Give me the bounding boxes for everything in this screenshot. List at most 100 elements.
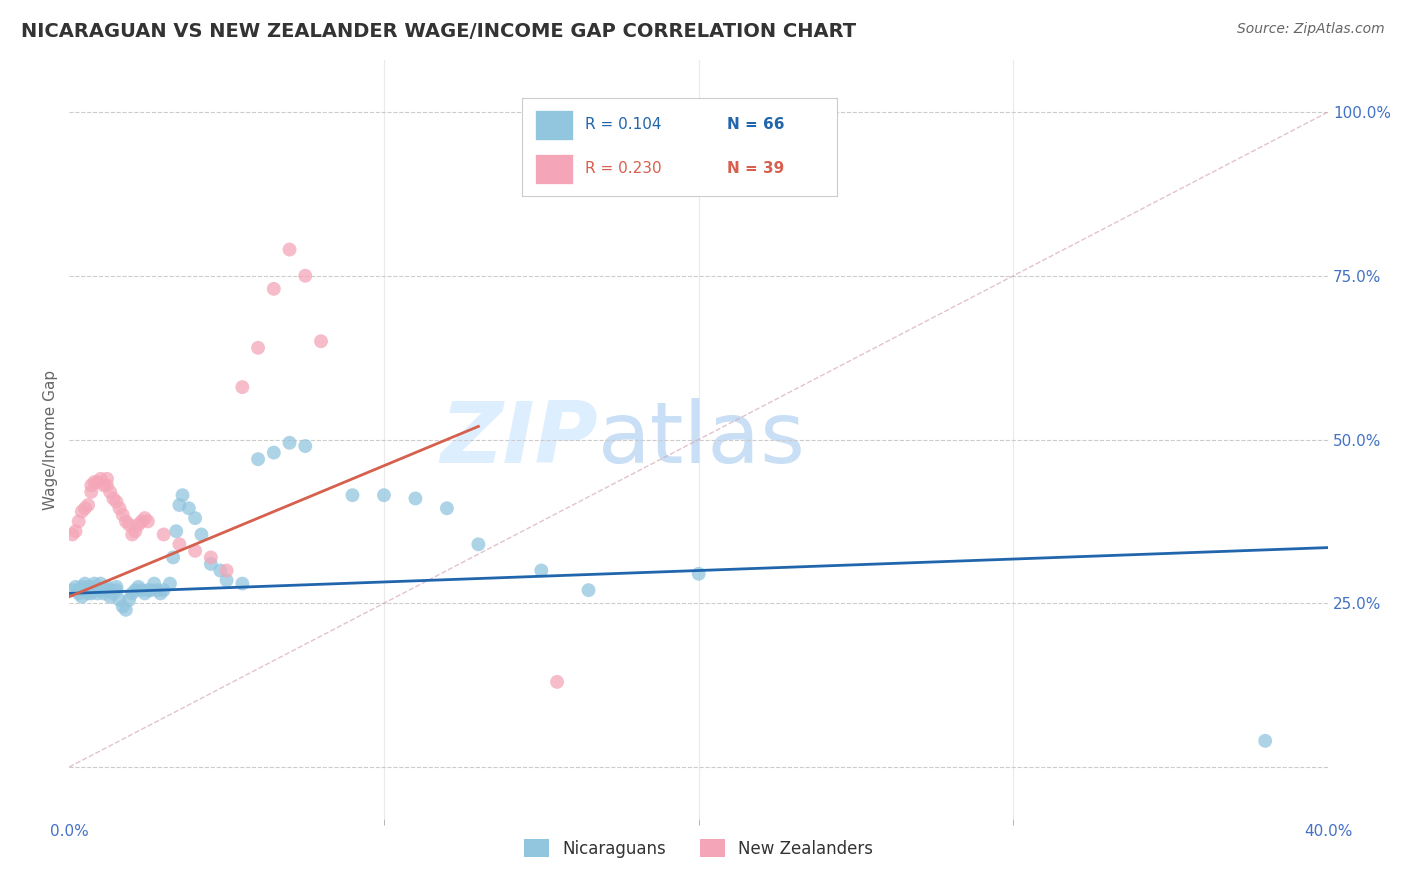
Point bbox=[467, 537, 489, 551]
Point bbox=[65, 524, 87, 539]
Legend: Nicaraguans, New Zealanders: Nicaraguans, New Zealanders bbox=[517, 833, 880, 864]
Point bbox=[1254, 734, 1277, 748]
Y-axis label: Wage/Income Gap: Wage/Income Gap bbox=[44, 369, 58, 509]
Point bbox=[136, 515, 159, 529]
Point bbox=[231, 380, 253, 394]
Point bbox=[111, 599, 134, 614]
Point bbox=[103, 586, 125, 600]
Point bbox=[96, 478, 118, 492]
Point bbox=[146, 583, 169, 598]
Text: NICARAGUAN VS NEW ZEALANDER WAGE/INCOME GAP CORRELATION CHART: NICARAGUAN VS NEW ZEALANDER WAGE/INCOME … bbox=[21, 22, 856, 41]
Point bbox=[108, 593, 131, 607]
Text: Source: ZipAtlas.com: Source: ZipAtlas.com bbox=[1237, 22, 1385, 37]
Point bbox=[96, 472, 118, 486]
Point bbox=[115, 515, 138, 529]
Point bbox=[688, 566, 710, 581]
Point bbox=[93, 586, 115, 600]
Text: atlas: atlas bbox=[598, 398, 806, 481]
Point bbox=[115, 603, 138, 617]
Point bbox=[177, 501, 200, 516]
Point bbox=[342, 488, 364, 502]
Point bbox=[169, 537, 191, 551]
Point bbox=[263, 445, 285, 459]
Point bbox=[184, 544, 207, 558]
Point bbox=[96, 580, 118, 594]
Point bbox=[294, 268, 316, 283]
Point bbox=[80, 484, 103, 499]
Point bbox=[83, 576, 105, 591]
Point bbox=[215, 574, 238, 588]
Point bbox=[546, 674, 568, 689]
Point bbox=[111, 508, 134, 522]
Point bbox=[83, 475, 105, 489]
Point bbox=[80, 586, 103, 600]
Point bbox=[247, 341, 270, 355]
Point bbox=[118, 517, 141, 532]
Point bbox=[70, 580, 93, 594]
Point bbox=[200, 557, 222, 571]
Point bbox=[134, 511, 156, 525]
Point bbox=[103, 491, 125, 506]
Point bbox=[90, 583, 112, 598]
Point bbox=[118, 593, 141, 607]
Point bbox=[143, 576, 166, 591]
Point bbox=[90, 472, 112, 486]
Point bbox=[152, 527, 174, 541]
Point bbox=[131, 515, 153, 529]
Point bbox=[67, 515, 90, 529]
Point bbox=[436, 501, 458, 516]
Point bbox=[73, 501, 96, 516]
Point bbox=[60, 583, 83, 598]
Point bbox=[373, 488, 395, 502]
Point bbox=[278, 243, 301, 257]
Point bbox=[131, 583, 153, 598]
Point bbox=[231, 576, 253, 591]
Point bbox=[105, 494, 128, 508]
Point bbox=[184, 511, 207, 525]
Point bbox=[159, 576, 181, 591]
Point bbox=[209, 564, 232, 578]
Point bbox=[98, 484, 121, 499]
Point bbox=[121, 527, 143, 541]
Point bbox=[263, 282, 285, 296]
Point bbox=[247, 452, 270, 467]
Point bbox=[127, 517, 149, 532]
Point bbox=[73, 576, 96, 591]
Point bbox=[83, 580, 105, 594]
Point bbox=[98, 583, 121, 598]
Point bbox=[77, 586, 100, 600]
Point bbox=[134, 586, 156, 600]
Point bbox=[65, 580, 87, 594]
Point bbox=[80, 583, 103, 598]
Point bbox=[200, 550, 222, 565]
Text: ZIP: ZIP bbox=[440, 398, 598, 481]
Point bbox=[86, 475, 108, 489]
Point bbox=[162, 550, 184, 565]
Point bbox=[108, 501, 131, 516]
Point bbox=[77, 580, 100, 594]
Point bbox=[215, 564, 238, 578]
Point bbox=[70, 504, 93, 518]
Point bbox=[121, 586, 143, 600]
Point bbox=[278, 435, 301, 450]
Point bbox=[96, 583, 118, 598]
Point bbox=[136, 583, 159, 598]
Point bbox=[139, 583, 162, 598]
Point bbox=[190, 527, 212, 541]
Point bbox=[98, 590, 121, 604]
Point bbox=[294, 439, 316, 453]
Point bbox=[152, 583, 174, 598]
Point bbox=[578, 583, 600, 598]
Point bbox=[169, 498, 191, 512]
Point bbox=[80, 478, 103, 492]
Point bbox=[73, 583, 96, 598]
Point bbox=[124, 583, 146, 598]
Point bbox=[67, 583, 90, 598]
Point bbox=[124, 524, 146, 539]
Point bbox=[90, 576, 112, 591]
Point bbox=[86, 586, 108, 600]
Point bbox=[105, 583, 128, 598]
Point bbox=[60, 527, 83, 541]
Point bbox=[70, 590, 93, 604]
Point bbox=[93, 478, 115, 492]
